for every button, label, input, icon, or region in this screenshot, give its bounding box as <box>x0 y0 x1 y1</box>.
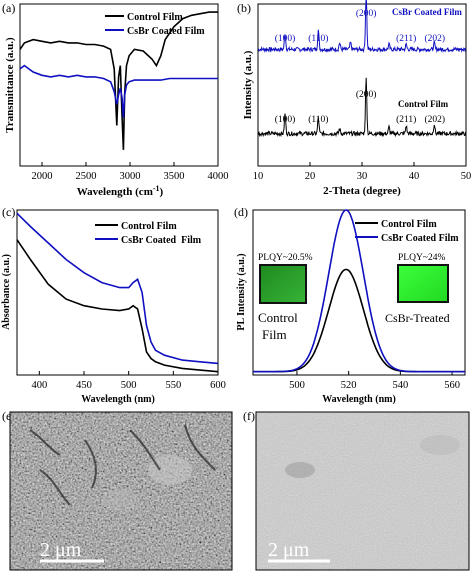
x-tick-label: 4000 <box>208 171 229 182</box>
ftir-chart: 2000 2500 3000 3500 4000 Transmittance (a.u.… <box>4 3 229 198</box>
panel-label-a: (a) <box>2 1 15 15</box>
x-tick-label: 2500 <box>76 171 97 182</box>
peak-annotation: (200) <box>356 8 377 19</box>
x-tick-label: 3000 <box>120 171 141 182</box>
x-tick-label: 500 <box>289 380 305 391</box>
xrd-label-csbr: CsBr Coated Film <box>392 7 462 17</box>
peak-annotation: (110) <box>308 114 328 125</box>
absorbance-x-axis-label: Wavelength (nm) <box>81 394 155 405</box>
inset-caption-control-2: Film <box>262 327 287 342</box>
x-tick-label: 10 <box>253 171 264 182</box>
absorbance-plot-frame <box>16 209 219 376</box>
xrd-plot-frame <box>257 3 467 167</box>
pl-legend-control: Control Film <box>381 219 437 230</box>
peak-annotation: (202) <box>425 33 446 44</box>
xrd-x-axis-label: 2-Theta (degree) <box>323 185 401 197</box>
x-tick-label: 20 <box>305 171 316 182</box>
peak-annotation: (211) <box>396 33 416 44</box>
pl-legend-csbr: CsBr Coated Film <box>381 233 459 244</box>
x-tick-label: 500 <box>121 380 137 391</box>
series-line <box>16 239 219 373</box>
peak-annotation: (100) <box>275 114 296 125</box>
pl-y-axis-label: PL Intensity (a.u.) <box>236 253 247 330</box>
pl-chart: 500 520 540 560 PL Intensity (a.u.) Wavelen… <box>236 209 466 405</box>
inset-caption-csbr: CsBr-Treated <box>385 311 450 325</box>
x-tick-label: 550 <box>165 380 181 391</box>
x-tick-label: 30 <box>357 171 368 182</box>
x-tick-label: 400 <box>31 380 47 391</box>
peak-annotation: (110) <box>308 33 328 44</box>
xrd-chart: 10 20 30 40 50 (100) (110) (200) (211) (202) (100… <box>242 0 471 197</box>
pl-x-axis-label: Wavelength (nm) <box>322 394 396 405</box>
ftir-legend-csbr: CsBr Coated Film <box>127 26 205 37</box>
peak-annotation: (100) <box>275 33 296 44</box>
absorbance-chart: 400 450 500 550 600 Absorbance (a.u.) Wavele… <box>1 209 226 405</box>
series-line <box>19 64 218 118</box>
inset-plqy-control: PLQY~20.5% <box>258 253 313 263</box>
absorbance-y-axis-label: Absorbance (a.u.) <box>1 254 12 330</box>
scale-bar-label-e: 2 μm <box>40 539 82 561</box>
x-tick-label: 450 <box>76 380 92 391</box>
ftir-legend-control: Control Film <box>127 12 183 23</box>
absorbance-legend-csbr: CsBr Coated Film <box>121 235 202 246</box>
x-tick-label: 40 <box>409 171 420 182</box>
series-line <box>16 212 219 365</box>
x-tick-label: 560 <box>444 380 460 391</box>
panel-label-d: (d) <box>234 205 248 219</box>
panel-label-c: (c) <box>2 205 15 219</box>
ftir-y-axis-label: Transmittance (a.u.) <box>4 37 16 133</box>
inset-plqy-csbr: PLQY~24% <box>398 253 445 263</box>
panel-label-f: (f) <box>243 409 255 423</box>
inset-photo-csbr <box>397 264 449 303</box>
pl-plot-frame <box>252 209 466 376</box>
panel-label-b: (b) <box>237 1 251 15</box>
inset-photo-control <box>259 264 307 304</box>
peak-annotation: (200) <box>356 89 377 100</box>
x-tick-label: 520 <box>341 380 357 391</box>
x-tick-label: 2000 <box>32 171 53 182</box>
xrd-y-axis-label: Intensity (a.u.) <box>242 50 254 119</box>
scale-bar-label-f: 2 μm <box>268 539 310 561</box>
peak-annotation: (211) <box>396 114 416 125</box>
inset-caption-control-1: Control <box>258 310 298 325</box>
sem-image-csbr: 2 μm <box>255 411 470 571</box>
peak-annotation: (202) <box>425 114 446 125</box>
series-line <box>257 77 466 138</box>
series-line <box>253 209 465 373</box>
ftir-plot-frame <box>19 3 219 167</box>
ftir-x-axis-label: Wavelength (cm-1) <box>77 184 164 198</box>
sem-image-control: 2 μm <box>9 411 233 571</box>
series-line <box>257 0 466 54</box>
xrd-label-control: Control Film <box>398 99 449 109</box>
x-tick-label: 540 <box>392 380 408 391</box>
absorbance-legend-control: Control Film <box>121 221 177 232</box>
series-line <box>19 11 218 150</box>
x-tick-label: 50 <box>461 171 472 182</box>
x-tick-label: 3500 <box>164 171 185 182</box>
x-tick-label: 600 <box>210 380 226 391</box>
